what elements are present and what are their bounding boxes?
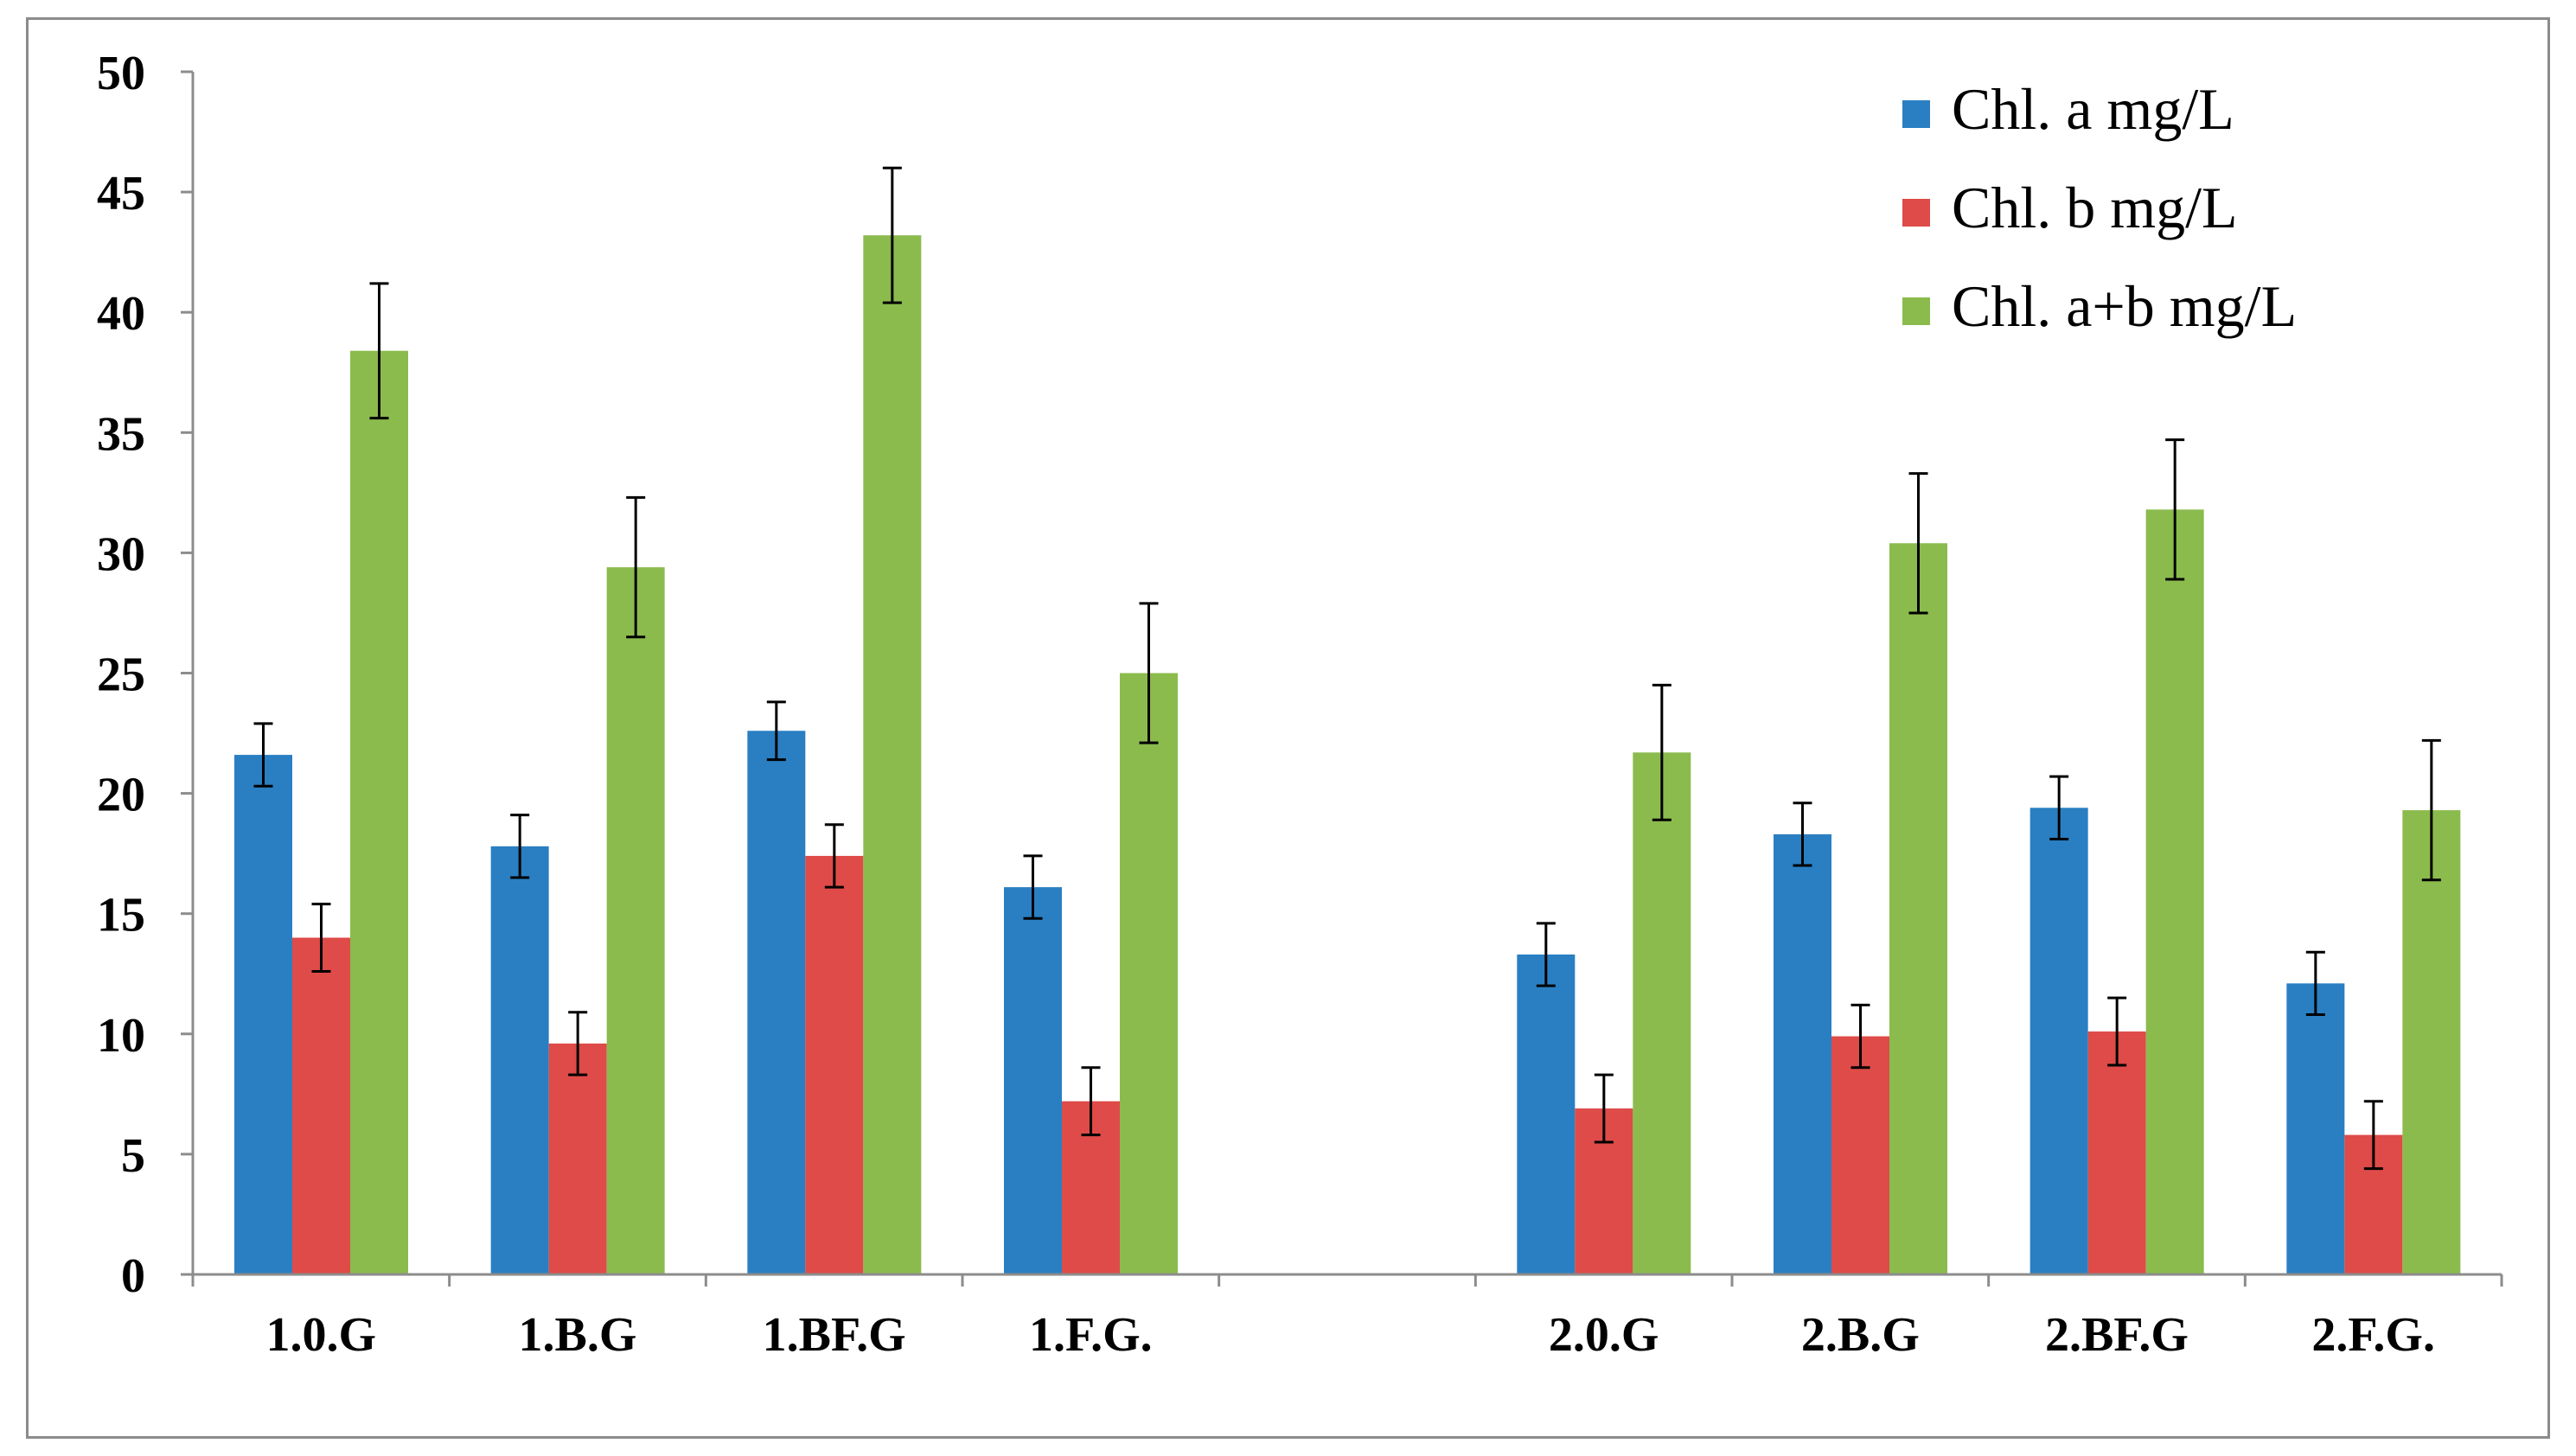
legend-label-3: Chl. a+b mg/L	[1952, 273, 2297, 339]
bar-1-3	[747, 731, 806, 1274]
legend-label-1: Chl. a mg/L	[1952, 76, 2234, 142]
error-bar-1-7	[1793, 801, 1812, 867]
y-tick-label-7: 35	[97, 407, 145, 461]
y-tick-label-9: 45	[97, 167, 145, 220]
axes-layer: 0 5 10 15 20 25 30 35 40 45 50 1.0.G 1.B.G 1.BF.G 1.F.…	[97, 47, 2503, 1362]
error-bar-2-3	[824, 823, 844, 889]
bar-1-2	[490, 846, 549, 1274]
error-bar-3-1	[369, 282, 389, 420]
y-tick-label-8: 40	[97, 287, 145, 341]
bar-2-2	[548, 1043, 607, 1274]
bar-2-7	[1831, 1036, 1889, 1274]
error-bar-1-4	[1023, 854, 1043, 920]
bar-chart: 0 5 10 15 20 25 30 35 40 45 50 1.0.G 1.B.G 1.BF.G 1.F.…	[97, 47, 2503, 1362]
bars-layer	[234, 235, 2461, 1274]
x-category-label-4: 1.F.G.	[1029, 1308, 1153, 1362]
bar-3-6	[1633, 752, 1691, 1274]
error-bar-3-3	[882, 166, 902, 304]
error-bar-2-8	[2107, 996, 2127, 1067]
y-tick-label-3: 15	[97, 889, 145, 942]
error-bar-3-7	[1908, 472, 1928, 615]
error-bar-2-6	[1594, 1073, 1614, 1144]
bar-2-3	[805, 855, 864, 1274]
error-bar-2-9	[2363, 1100, 2383, 1171]
error-bar-3-2	[626, 495, 646, 639]
bar-3-3	[863, 235, 922, 1274]
bar-1-6	[1517, 954, 1576, 1274]
x-category-label-3: 1.BF.G	[763, 1308, 906, 1362]
x-category-label-9: 2.F.G.	[2311, 1308, 2435, 1362]
legend: Chl. a mg/L Chl. b mg/L Chl. a+b mg/L	[1902, 76, 2297, 339]
legend-swatch-3	[1902, 297, 1930, 325]
bar-1-4	[1004, 887, 1062, 1274]
bar-1-1	[234, 755, 292, 1274]
chart-frame: 0 5 10 15 20 25 30 35 40 45 50 1.0.G 1.B.G 1.BF.G 1.F.…	[26, 17, 2550, 1439]
x-category-label-8: 2.BF.G	[2045, 1308, 2189, 1362]
error-bar-3-8	[2165, 438, 2185, 581]
error-bar-2-7	[1851, 1003, 1870, 1070]
bar-1-8	[2029, 808, 2088, 1274]
bar-1-9	[2286, 983, 2345, 1274]
y-tick-label-1: 5	[121, 1129, 145, 1183]
bar-2-8	[2087, 1031, 2146, 1274]
y-tick-label-6: 30	[97, 527, 145, 581]
bar-2-1	[292, 937, 350, 1274]
bar-3-1	[350, 350, 408, 1274]
error-bar-1-3	[766, 700, 786, 762]
error-bar-1-8	[2049, 775, 2069, 840]
error-bars-layer	[253, 166, 2441, 1171]
y-tick-label-0: 0	[121, 1249, 145, 1303]
x-category-label-1: 1.0.G	[266, 1308, 377, 1362]
x-category-label-7: 2.B.G	[1801, 1308, 1920, 1362]
error-bar-1-1	[253, 722, 273, 788]
error-bar-2-4	[1081, 1066, 1101, 1137]
x-category-label-2: 1.B.G	[519, 1308, 637, 1362]
error-bar-3-4	[1139, 602, 1159, 744]
error-bar-3-6	[1652, 683, 1672, 821]
legend-label-2: Chl. b mg/L	[1952, 175, 2238, 240]
y-tick-label-4: 20	[97, 769, 145, 822]
bar-3-4	[1120, 673, 1178, 1274]
y-tick-label-10: 50	[97, 47, 145, 100]
legend-item-3: Chl. a+b mg/L	[1902, 273, 2297, 339]
error-bar-3-9	[2421, 738, 2441, 882]
error-bar-2-2	[568, 1011, 588, 1076]
y-tick-label-5: 25	[97, 648, 145, 702]
error-bar-1-2	[510, 814, 530, 879]
bar-3-7	[1889, 543, 1947, 1274]
y-tick-label-2: 10	[97, 1009, 145, 1063]
error-bar-1-9	[2305, 950, 2325, 1017]
legend-item-2: Chl. b mg/L	[1902, 175, 2238, 240]
legend-item-1: Chl. a mg/L	[1902, 76, 2234, 142]
error-bar-1-6	[1536, 922, 1556, 987]
bar-1-7	[1774, 833, 1831, 1274]
bar-3-8	[2145, 509, 2204, 1274]
legend-swatch-1	[1902, 100, 1930, 128]
x-category-label-6: 2.0.G	[1549, 1308, 1659, 1362]
bar-3-2	[606, 567, 665, 1274]
legend-swatch-2	[1902, 199, 1930, 227]
error-bar-2-1	[311, 903, 331, 973]
bar-3-9	[2402, 810, 2461, 1274]
